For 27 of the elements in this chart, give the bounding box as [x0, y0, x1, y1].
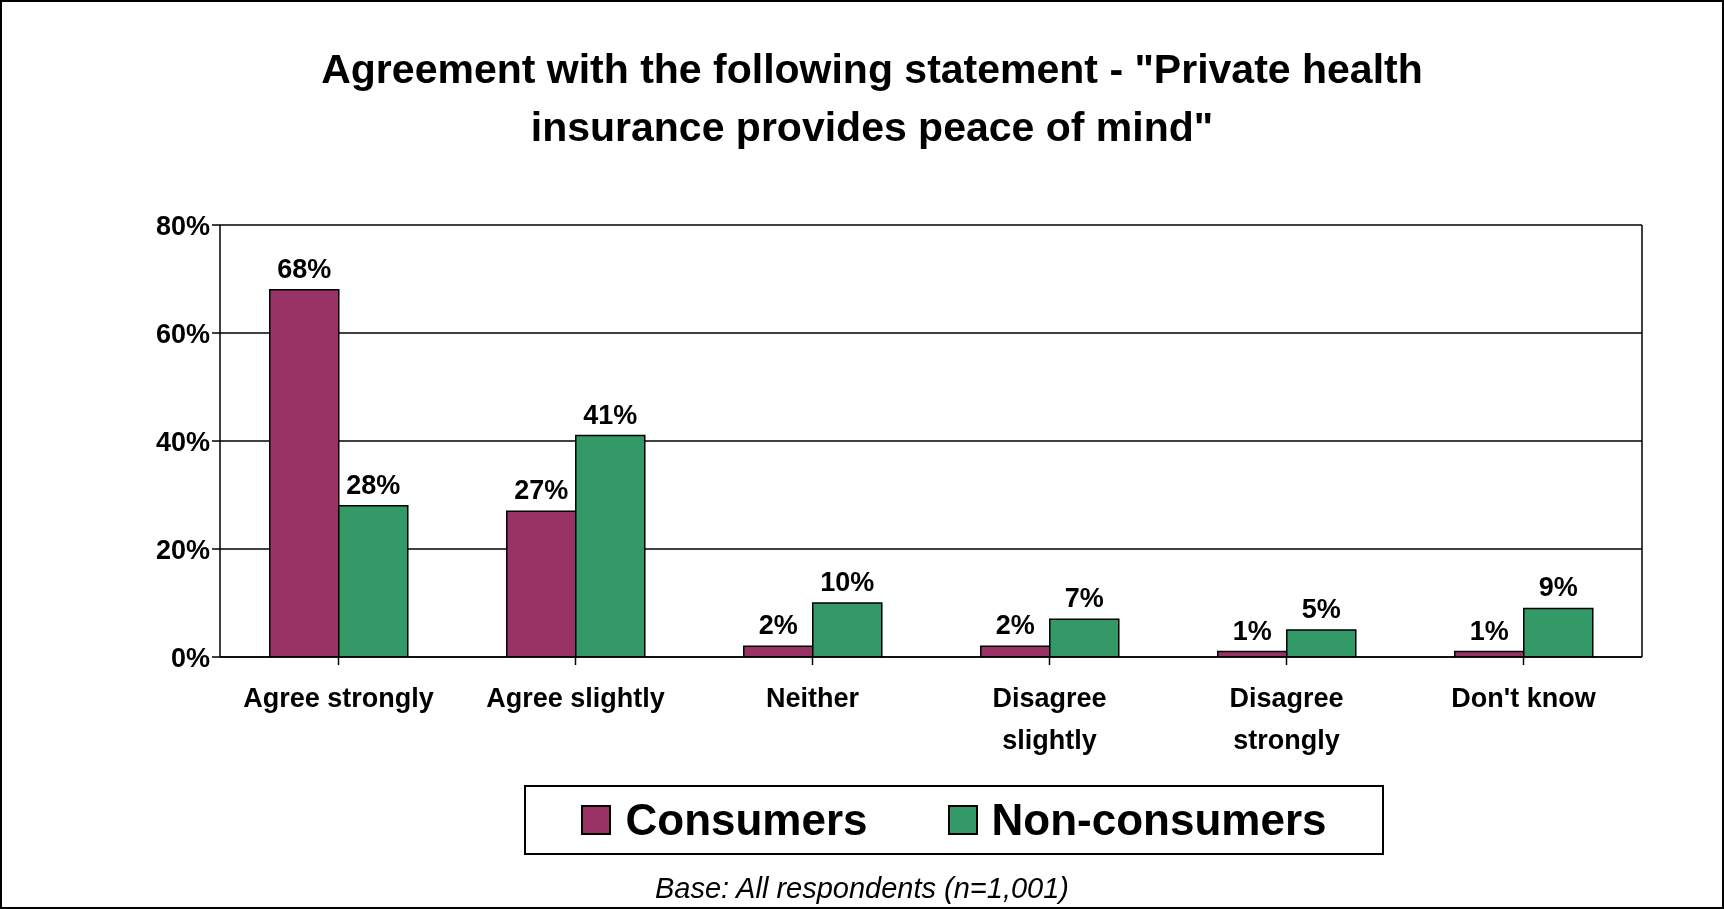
y-tick-label: 60% — [155, 318, 210, 349]
data-label: 1% — [1469, 615, 1509, 646]
data-label: 41% — [583, 399, 638, 430]
text: Base: All respondents (n=1,001) — [653, 872, 1070, 905]
x-tick-label: Agree slightly — [486, 683, 665, 713]
data-label: 9% — [1538, 572, 1578, 603]
data-label: 27% — [514, 475, 569, 506]
legend-label: Non-consumers — [991, 795, 1327, 845]
x-tick-label: Disagree strongly — [1229, 683, 1344, 755]
y-tick-label: 40% — [155, 426, 210, 457]
x-tick-label: Disagree slightly — [992, 683, 1107, 755]
data-label: 68% — [277, 253, 332, 284]
data-label: 1% — [1232, 615, 1272, 646]
y-tick-label: 20% — [155, 534, 210, 565]
y-tick-label: 0% — [170, 642, 210, 673]
x-tick-label: Neither — [765, 683, 860, 713]
data-label: 7% — [1064, 583, 1104, 614]
data-label: 2% — [758, 610, 798, 641]
data-label: 2% — [995, 610, 1035, 641]
data-label: 28% — [346, 469, 401, 500]
x-tick-label: Don't know — [1451, 683, 1597, 713]
data-label: 5% — [1301, 594, 1341, 624]
y-tick-label: 80% — [155, 210, 210, 241]
x-tick-label: Agree strongly — [243, 683, 434, 713]
chart-title: Agreement with the following statement - "Private health insurance provides peace of mind" — [320, 45, 1424, 152]
legend-label: Consumers — [625, 795, 868, 845]
data-label: 10% — [820, 567, 875, 597]
